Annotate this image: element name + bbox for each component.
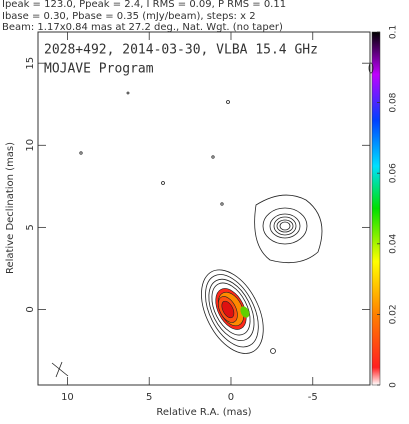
- contours: [79, 62, 374, 354]
- y-tick-label: 15: [25, 57, 36, 70]
- x-tick-label: 0: [228, 392, 234, 403]
- y-tick-label: 10: [25, 139, 36, 152]
- x-tick-label: -5: [308, 392, 318, 403]
- annotation: 2028+492, 2014-03-30, VLBA 15.4 GHz: [44, 43, 318, 58]
- colorbar-tick-label: 0.04: [389, 234, 399, 254]
- beam: [51, 361, 69, 378]
- annotation: MOJAVE Program: [44, 62, 154, 77]
- y-axis-label: Relative Declination (mas): [5, 142, 16, 274]
- colorbar-tick-label: 0.1: [389, 25, 399, 39]
- colorbar-tick-label: 0.02: [389, 304, 399, 324]
- x-tick-label: 5: [146, 392, 152, 403]
- x-axis-label: Relative R.A. (mas): [156, 407, 251, 418]
- header: Ibase = 0.30, Pbase = 0.35 (mJy/beam), s…: [2, 11, 256, 22]
- header: Beam: 1.17x0.84 mas at 27.2 deg., Nat. W…: [2, 22, 283, 33]
- colorbar-tick-label: 0.08: [389, 92, 399, 112]
- colorbar-tick-label: 0: [389, 382, 399, 388]
- x-tick-label: 10: [61, 392, 74, 403]
- y-tick-label: 5: [25, 224, 36, 230]
- colorbar: [371, 31, 381, 386]
- colorbar-tick-label: 0.06: [389, 163, 399, 183]
- header: Ipeak = 123.0, Ppeak = 2.4, I RMS = 0.09…: [2, 0, 286, 10]
- y-tick-label: 0: [25, 306, 36, 312]
- plot-frame: [37, 31, 371, 386]
